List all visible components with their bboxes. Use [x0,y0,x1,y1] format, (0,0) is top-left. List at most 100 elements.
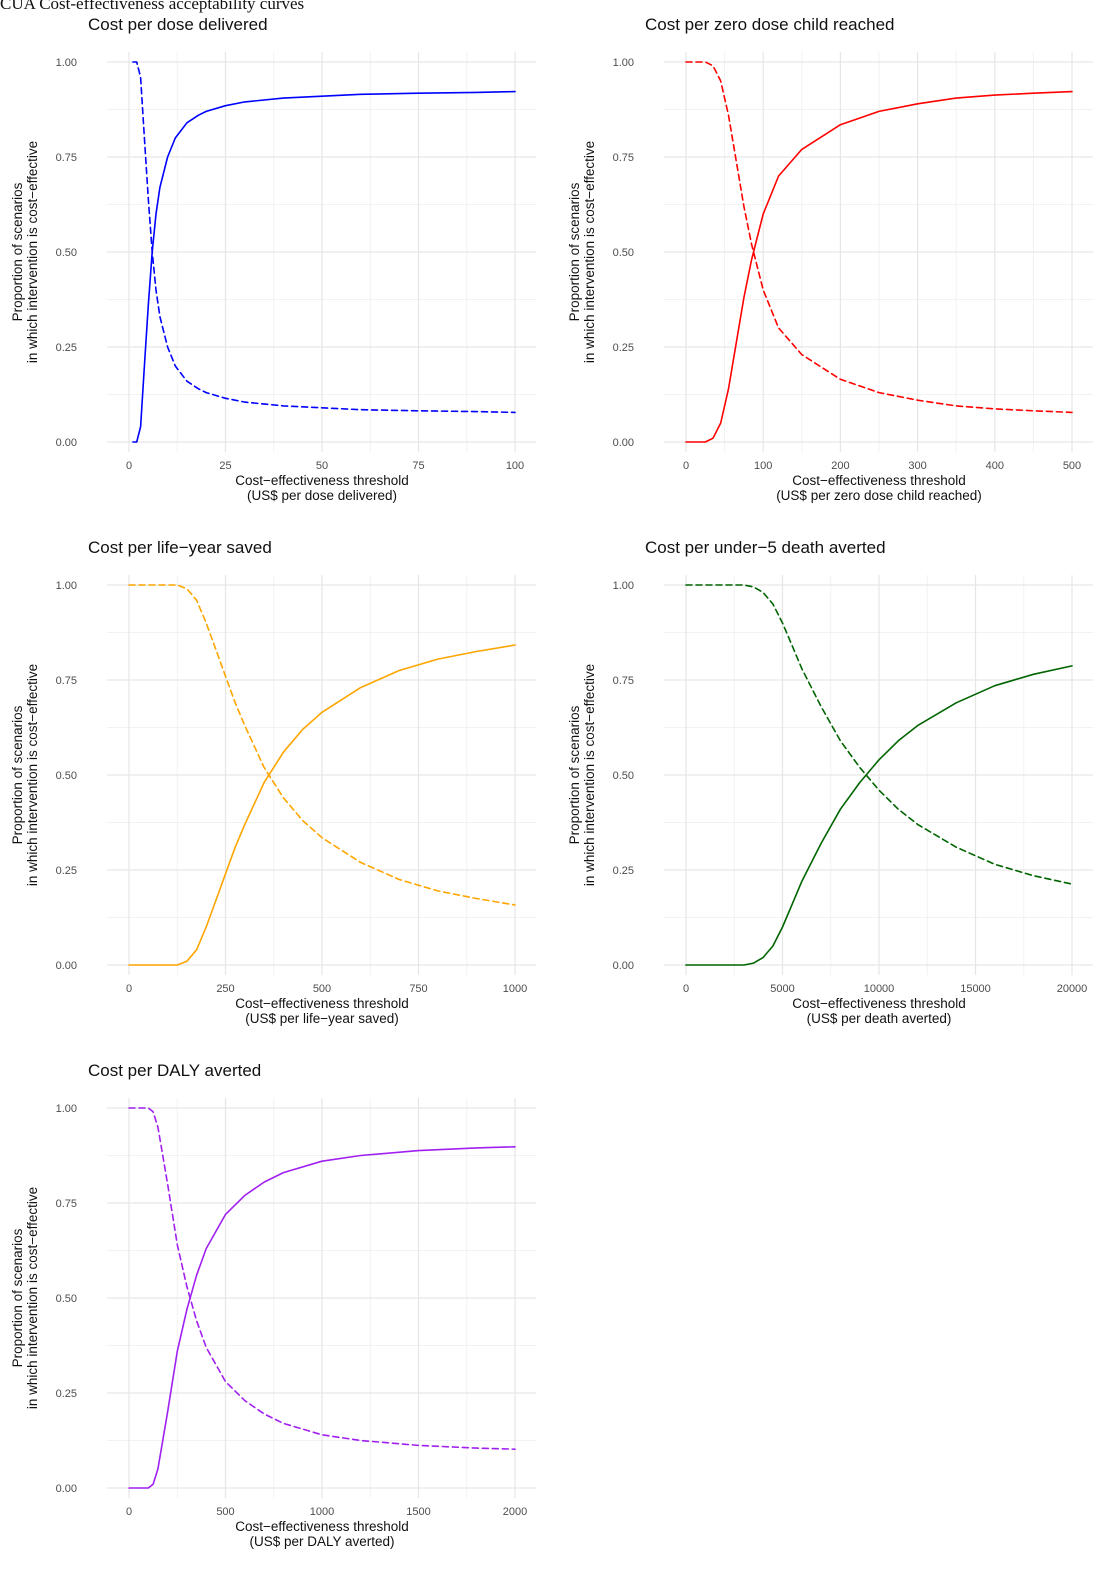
x-tick-label: 200 [831,460,849,472]
x-axis-label: Cost−effectiveness threshold [235,473,408,488]
chart-title: Cost per dose delivered [88,15,268,34]
y-tick-label: 0.50 [56,1293,77,1305]
x-axis-label: Cost−effectiveness threshold [235,996,408,1011]
solid-series-line [685,665,1073,966]
y-tick-label: 0.50 [56,770,77,782]
y-axis-label: Proportion of scenarios [567,182,582,321]
y-axis-label: in which intervention is cost−effective [25,664,40,886]
chart-svg: Cost per dose delivered 0 25 50 75 100 0.00 0.2… [10,15,536,503]
x-tick-label: 750 [409,983,427,995]
x-tick-label: 2000 [503,1506,527,1518]
x-axis-label: (US$ per life−year saved) [245,1011,398,1026]
figure-heading: CUA Cost-effectiveness acceptability cur… [0,0,305,13]
solid-series-line [132,90,516,443]
y-tick-label: 0.75 [613,675,634,687]
dashed-series-line [685,584,1073,885]
x-tick-label: 10000 [864,983,895,995]
chart-title: Cost per zero dose child reached [645,15,894,34]
x-tick-label: 400 [986,460,1004,472]
y-axis-label: in which intervention is cost−effective [25,141,40,363]
chart-title: Cost per under−5 death averted [645,538,886,557]
x-tick-label: 250 [216,983,234,995]
y-tick-label: 0.25 [56,865,77,877]
x-tick-label: 500 [216,1506,234,1518]
y-tick-label: 0.00 [56,437,77,449]
x-tick-label: 5000 [770,983,794,995]
x-tick-label: 1000 [310,1506,334,1518]
x-axis-label: (US$ per zero dose child reached) [776,488,982,503]
grid [107,52,536,452]
chart-panel-zero-dose-child: Cost per zero dose child reached 0 100 200 3… [557,0,1114,523]
solid-series-line [128,644,516,966]
y-tick-label: 0.50 [613,770,634,782]
x-axis-label: (US$ per death averted) [807,1011,952,1026]
x-axis-label: (US$ per dose delivered) [247,488,397,503]
chart-svg: Cost per under−5 death averted 0 5000 10000… [567,538,1093,1026]
chart-title: Cost per DALY averted [88,1061,261,1080]
y-tick-label: 0.00 [56,1483,77,1495]
dashed-series-line [685,61,1073,414]
x-tick-label: 100 [506,460,524,472]
grid [664,575,1093,975]
y-tick-label: 0.25 [56,342,77,354]
x-tick-label: 75 [412,460,424,472]
y-axis-label: in which intervention is cost−effective [582,141,597,363]
x-tick-label: 300 [908,460,926,472]
x-tick-label: 0 [683,460,689,472]
y-tick-label: 0.25 [613,342,634,354]
chart-svg: Cost per zero dose child reached 0 100 200 3… [567,15,1093,503]
grid [107,575,536,975]
dashed-series-line [132,61,516,414]
x-tick-label: 50 [316,460,328,472]
x-axis-label: Cost−effectiveness threshold [792,996,965,1011]
x-axis-label: (US$ per DALY averted) [249,1534,394,1549]
chart-panel-dose-delivered: Cost per dose delivered 0 25 50 75 100 0.00 0.2… [0,0,557,523]
y-tick-label: 0.00 [613,960,634,972]
x-tick-label: 25 [219,460,231,472]
y-axis-label: Proportion of scenarios [10,182,25,321]
y-tick-label: 0.75 [56,1198,77,1210]
y-axis-label: Proportion of scenarios [10,1228,25,1367]
chart-svg: Cost per life−year saved 0 250 500 750 1000 0.… [10,538,536,1026]
x-tick-label: 20000 [1057,983,1088,995]
y-tick-label: 1.00 [613,57,634,69]
x-tick-label: 15000 [960,983,991,995]
y-tick-label: 1.00 [56,580,77,592]
y-axis-label: Proportion of scenarios [567,705,582,844]
x-axis-label: Cost−effectiveness threshold [235,1519,408,1534]
x-tick-label: 1000 [503,983,527,995]
y-tick-label: 0.25 [613,865,634,877]
y-tick-label: 0.75 [613,152,634,164]
dashed-series-line [128,584,516,906]
y-tick-label: 0.75 [56,675,77,687]
chart-title: Cost per life−year saved [88,538,272,557]
x-tick-label: 0 [126,983,132,995]
chart-svg: Cost per DALY averted 0 500 1000 1500 2000 0.0… [10,1061,536,1549]
solid-series-line [685,90,1073,443]
y-tick-label: 0.25 [56,1388,77,1400]
x-tick-label: 0 [126,1506,132,1518]
chart-panel-daly-averted: Cost per DALY averted 0 500 1000 1500 2000 0.0… [0,1046,557,1569]
y-tick-label: 1.00 [56,1103,77,1115]
chart-panel-life-year-saved: Cost per life−year saved 0 250 500 750 1000 0.… [0,523,557,1046]
y-axis-label: in which intervention is cost−effective [25,1187,40,1409]
x-tick-label: 0 [683,983,689,995]
x-tick-label: 1500 [406,1506,430,1518]
solid-series-line [128,1146,516,1489]
chart-panel-under5-death-averted: Cost per under−5 death averted 0 5000 10000… [557,523,1114,1046]
y-tick-label: 0.50 [56,247,77,259]
y-axis-label: in which intervention is cost−effective [582,664,597,886]
x-axis-label: Cost−effectiveness threshold [792,473,965,488]
x-tick-label: 0 [126,460,132,472]
x-tick-label: 500 [313,983,331,995]
y-axis-label: Proportion of scenarios [10,705,25,844]
y-tick-label: 0.00 [56,960,77,972]
y-tick-label: 0.00 [613,437,634,449]
x-tick-label: 500 [1063,460,1081,472]
x-tick-label: 100 [754,460,772,472]
y-tick-label: 1.00 [56,57,77,69]
y-tick-label: 0.50 [613,247,634,259]
y-tick-label: 1.00 [613,580,634,592]
grid [107,1098,536,1498]
y-tick-label: 0.75 [56,152,77,164]
